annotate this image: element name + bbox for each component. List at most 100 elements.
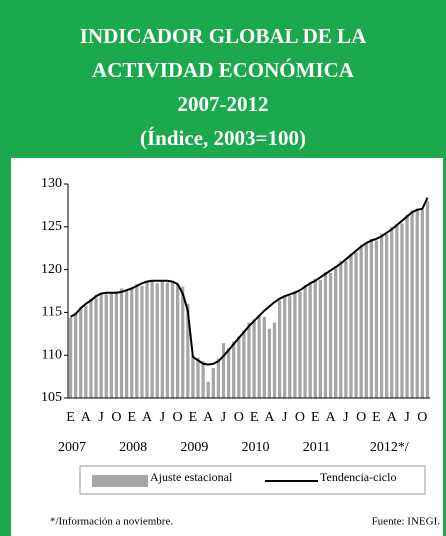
x-tick-label: J [160, 410, 166, 425]
chart-title: 2007-2012 [178, 92, 269, 116]
line [70, 197, 429, 366]
bar [175, 285, 180, 398]
bar [114, 293, 119, 398]
year-label: 2009 [180, 440, 208, 455]
right-border [443, 158, 446, 536]
x-tick-label: A [142, 410, 153, 425]
bar [196, 357, 200, 398]
chart-title: ACTIVIDAD ECONÓMICA [92, 58, 355, 82]
x-tick-label: O [111, 410, 121, 425]
x-tick-label: E [189, 410, 198, 425]
bar [339, 261, 343, 398]
x-tick-label: J [343, 410, 349, 425]
x-tick-label: A [81, 410, 92, 425]
bar [257, 314, 261, 398]
year-label: 2008 [119, 440, 147, 455]
x-tick-label: O [234, 410, 244, 425]
bar [155, 283, 159, 398]
bar [170, 281, 175, 398]
bar [313, 279, 317, 398]
bar [374, 240, 379, 398]
bar [74, 312, 78, 398]
bar [201, 361, 205, 398]
bar [328, 273, 333, 398]
bar [425, 201, 430, 398]
bar [94, 295, 98, 398]
bar [140, 285, 144, 398]
y-tick-label: 130 [41, 176, 62, 191]
y-tick-label: 125 [41, 219, 62, 234]
bar [267, 328, 272, 398]
bar [283, 295, 287, 398]
bar [415, 208, 419, 398]
footnote: */Información a noviembre. [50, 516, 173, 528]
bar [181, 286, 185, 398]
x-tick-label: A [203, 410, 214, 425]
source: Fuente: INEGI. [372, 516, 441, 528]
bar [252, 319, 256, 398]
x-tick-label: E [66, 410, 75, 425]
bar [186, 303, 190, 398]
x-tick-label: J [98, 410, 104, 425]
legend-swatch [92, 475, 148, 487]
bar [216, 358, 221, 398]
x-tick-label: E [250, 410, 259, 425]
bar [191, 355, 195, 398]
bar [277, 300, 282, 398]
x-tick-label: O [295, 410, 305, 425]
bar [130, 287, 134, 398]
bar [232, 341, 236, 398]
bar [262, 316, 266, 398]
bar [308, 284, 312, 398]
bar [119, 288, 124, 398]
y-tick-label: 110 [42, 347, 62, 362]
left-border [0, 158, 11, 536]
y-tick-label: 120 [41, 262, 62, 277]
bar [318, 279, 323, 398]
bar [211, 368, 215, 398]
bar [125, 291, 129, 398]
bar [390, 226, 394, 398]
bar [79, 307, 83, 398]
bar [221, 343, 226, 398]
chart-title: INDICADOR GLOBAL DE LA [80, 24, 367, 48]
x-tick-label: E [127, 410, 136, 425]
bar [145, 282, 149, 398]
x-tick-label: A [387, 410, 398, 425]
year-label: 2011 [303, 440, 330, 455]
bar [288, 296, 292, 398]
bar [405, 214, 409, 398]
bar [206, 381, 210, 398]
bar [354, 252, 358, 398]
bar [68, 317, 73, 398]
x-tick-label: O [417, 410, 427, 425]
bar [135, 284, 139, 398]
x-tick-label: A [264, 410, 275, 425]
bar [410, 210, 414, 398]
bar [272, 322, 277, 398]
bar [89, 298, 93, 398]
x-tick-label: J [404, 410, 410, 425]
bar [226, 348, 231, 398]
bar [420, 209, 424, 398]
x-tick-label: E [311, 410, 320, 425]
x-tick-label: J [282, 410, 288, 425]
bar [395, 224, 399, 398]
bar [247, 322, 251, 398]
bar [385, 234, 389, 398]
bar [400, 223, 404, 398]
legend-label: Tendencia-ciclo [320, 470, 396, 484]
bar [99, 293, 103, 398]
bar [165, 282, 170, 398]
bar [323, 272, 328, 398]
bar [242, 330, 246, 398]
bar [334, 266, 338, 398]
bar [379, 233, 384, 398]
year-label: 2012*/ [370, 440, 409, 455]
year-label: 2007 [58, 440, 86, 455]
x-tick-label: J [221, 410, 227, 425]
legend-label: Ajuste estacional [150, 470, 233, 484]
bar [150, 281, 154, 398]
bar [364, 243, 368, 398]
